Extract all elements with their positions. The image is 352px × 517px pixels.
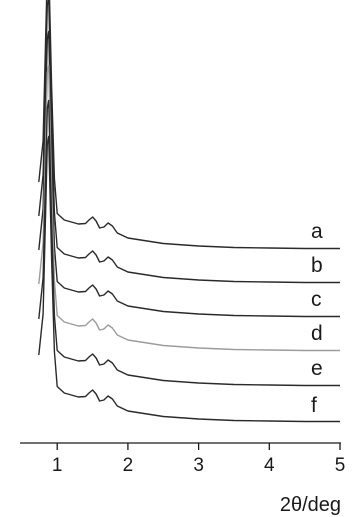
curve-b — [38, 0, 340, 284]
x-tick-label-5: 5 — [335, 455, 346, 476]
x-tick-label-2: 2 — [123, 455, 134, 476]
curve-d — [38, 64, 340, 352]
curve-f — [38, 135, 340, 423]
curve-label-b: b — [311, 254, 323, 277]
x-tick-label-1: 1 — [52, 455, 63, 476]
curves-group — [38, 0, 340, 423]
curve-c — [38, 30, 340, 318]
curve-e — [38, 99, 340, 387]
curve-label-f: f — [311, 394, 317, 417]
curve-a — [38, 0, 340, 250]
x-axis: 1 2 3 4 5 2θ/deg — [20, 442, 345, 516]
x-tick-label-4: 4 — [264, 455, 275, 476]
x-ticks-group: 1 2 3 4 5 — [52, 443, 345, 476]
curve-label-c: c — [311, 288, 322, 311]
x-axis-title: 2θ/deg — [280, 494, 341, 516]
curve-label-a: a — [311, 220, 323, 243]
curve-label-d: d — [311, 322, 323, 345]
x-tick-label-3: 3 — [193, 455, 204, 476]
curve-label-e: e — [311, 357, 323, 380]
